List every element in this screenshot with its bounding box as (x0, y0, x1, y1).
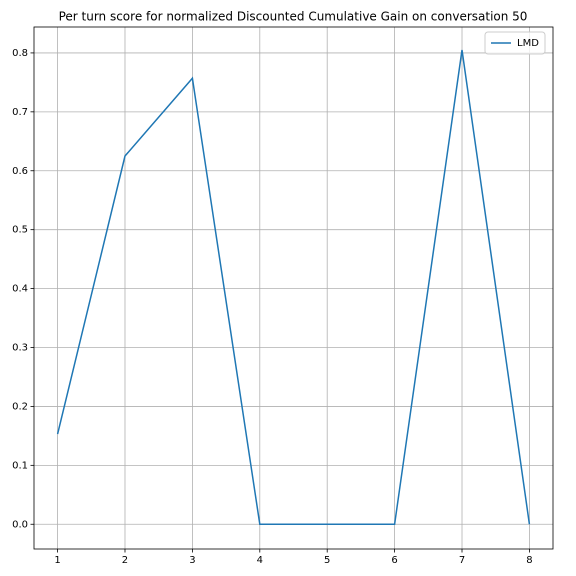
y-tick-label: 0.1 (12, 460, 28, 471)
x-tick-label: 8 (526, 555, 532, 566)
y-tick-label: 0.8 (12, 48, 28, 59)
x-tick-label: 7 (459, 555, 465, 566)
y-tick-label: 0.4 (12, 284, 28, 295)
data-line (56, 49, 531, 526)
x-tick-label: 6 (391, 555, 397, 566)
x-tick-label: 5 (324, 555, 330, 566)
y-tick-label: 0.3 (12, 343, 28, 354)
y-tick-label: 0.5 (12, 225, 28, 236)
x-tick-label: 2 (122, 555, 128, 566)
y-tick-label: 0.7 (12, 107, 28, 118)
y-tick-label: 0.0 (12, 519, 28, 530)
chart-title: Per turn score for normalized Discounted… (59, 10, 528, 24)
legend-label: LMD (517, 38, 539, 49)
x-tick-label: 4 (257, 555, 263, 566)
x-tick-label: 1 (54, 555, 60, 566)
y-tick-label: 0.2 (12, 401, 28, 412)
legend-box (484, 31, 546, 55)
x-tick-label: 3 (189, 555, 195, 566)
y-tick-label: 0.6 (12, 166, 28, 177)
plot-frame (33, 26, 554, 550)
